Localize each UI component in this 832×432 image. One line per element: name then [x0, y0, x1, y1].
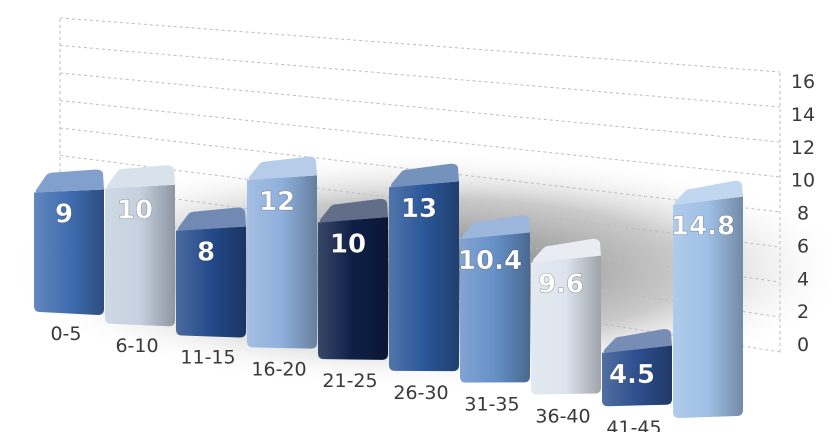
- bar-top: [461, 215, 530, 239]
- grid-line: [59, 182, 781, 283]
- bar-value-label: 9: [55, 200, 73, 230]
- bar-21-25: 10: [318, 198, 388, 360]
- bar-value-label: 13: [401, 194, 437, 224]
- x-tick-label: 26-30: [393, 382, 448, 404]
- y-tick-label: 4: [797, 268, 809, 290]
- bar-top: [603, 329, 672, 353]
- bar-41-45: 4.5: [602, 329, 672, 407]
- x-tick-label: 41-45: [606, 417, 661, 432]
- bar-top: [106, 165, 175, 189]
- bar-0-5: 9: [34, 169, 104, 315]
- bar-front: [176, 226, 246, 338]
- bar-11-15: 8: [176, 207, 246, 338]
- bar-front: [531, 255, 601, 395]
- bar-top: [319, 198, 388, 223]
- bar-value-label: 10: [330, 229, 366, 259]
- bar-36-40: 9.6: [531, 238, 601, 395]
- bar-45+: 14.8: [671, 180, 743, 418]
- bar-value-label: 8: [197, 238, 215, 268]
- grid-line: [59, 72, 781, 143]
- grid-line: [59, 45, 781, 108]
- y-tick-label: 10: [791, 170, 815, 192]
- bar-26-30: 13: [389, 163, 459, 372]
- bar-front: [318, 217, 388, 360]
- x-tick-label: 45+: [685, 429, 725, 432]
- y-tick-label: 6: [797, 235, 809, 257]
- grid-line: [59, 100, 781, 178]
- x-axis: 0-5 6-10 11-15 16-20 21-25 26-30 31-35 36-40 41-…: [50, 323, 725, 432]
- bar-value-label: 9.6: [538, 270, 584, 300]
- grid-line: [59, 17, 781, 73]
- y-axis: 0 2 4 6 8 10 12 14 16: [791, 71, 815, 356]
- bar-top: [248, 156, 317, 180]
- bar-front: [673, 196, 743, 418]
- x-tick-label: 11-15: [180, 347, 235, 369]
- bar-front: [34, 189, 104, 315]
- y-tick-label: 12: [791, 137, 815, 159]
- y-tick-label: 8: [797, 203, 809, 225]
- bars: 9 10 8 12 10 13 10.4 9.6 4.5 14.8: [34, 156, 743, 418]
- bar-value-label: 10: [117, 195, 153, 225]
- bar-top: [177, 207, 246, 231]
- y-tick-label: 0: [797, 334, 809, 356]
- bar-value-label: 4.5: [609, 360, 655, 390]
- bar-front: [247, 175, 317, 349]
- x-tick-label: 16-20: [251, 358, 306, 380]
- bar-top: [674, 180, 743, 205]
- bar-6-10: 10: [105, 165, 175, 327]
- x-tick-label: 36-40: [535, 405, 590, 427]
- y-tick-label: 2: [797, 301, 809, 323]
- y-tick-label: 16: [791, 71, 815, 93]
- x-tick-label: 6-10: [115, 335, 158, 357]
- bar-top: [390, 163, 459, 188]
- bar-value-label: 12: [259, 187, 295, 217]
- y-tick-label: 14: [791, 104, 815, 126]
- x-tick-label: 0-5: [50, 323, 81, 345]
- bar-front: [389, 181, 459, 372]
- x-tick-label: 21-25: [322, 370, 377, 392]
- x-tick-label: 31-35: [464, 394, 519, 416]
- bar-value-label: 10.4: [458, 246, 522, 276]
- bar-front: [602, 345, 672, 407]
- bar-top: [532, 238, 601, 263]
- bar-top: [35, 169, 104, 193]
- bar-31-35: 10.4: [458, 215, 530, 383]
- bar-front: [460, 232, 530, 383]
- bar-front: [105, 184, 175, 327]
- bar-16-20: 12: [247, 156, 317, 349]
- bar-value-label: 14.8: [671, 212, 735, 242]
